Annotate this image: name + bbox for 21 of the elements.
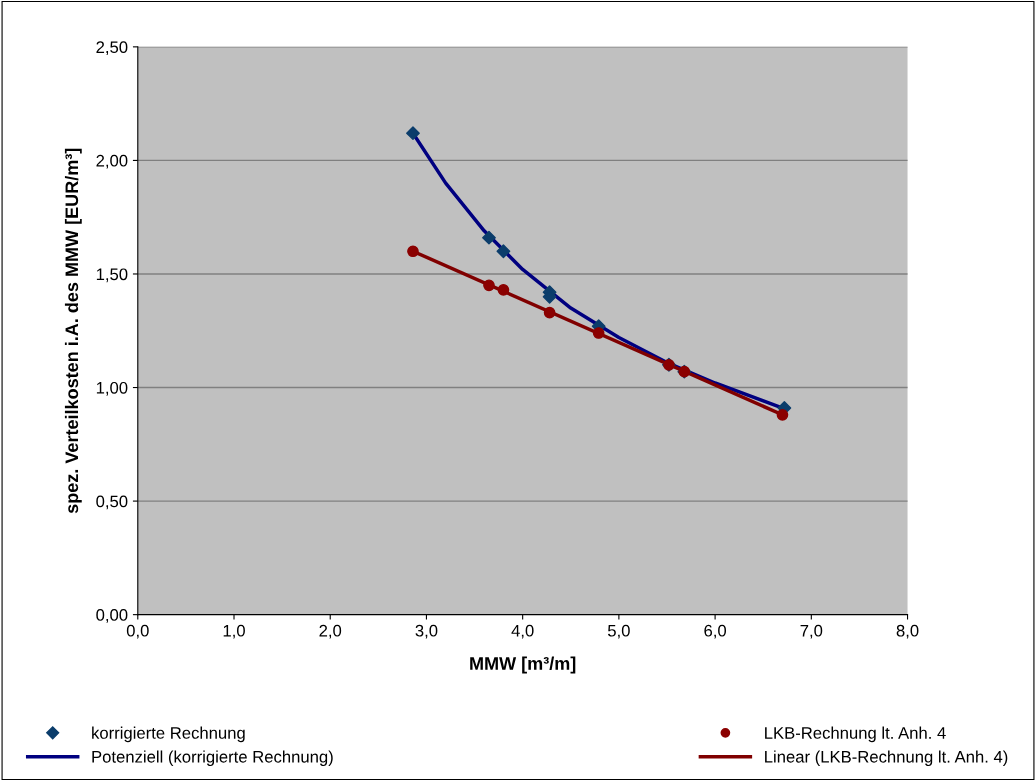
y-tick-label: 1,50 bbox=[96, 268, 128, 283]
x-tick-label: 2,0 bbox=[319, 624, 342, 639]
y-tick-label: 2,50 bbox=[96, 41, 128, 56]
legend-label: LKB-Rechnung lt. Anh. 4 bbox=[765, 726, 946, 743]
x-axis-title: MMW [m³/m] bbox=[470, 656, 576, 674]
x-tick-label: 6,0 bbox=[704, 624, 727, 639]
y-tick-label: 2,00 bbox=[96, 154, 128, 169]
y-tick-label: 0,50 bbox=[96, 495, 128, 510]
x-tick-label: 4,0 bbox=[511, 624, 534, 639]
x-tick-label: 5,0 bbox=[607, 624, 630, 639]
y-axis-title: spez. Verteilkosten i.A. des MMW [EUR/m³] bbox=[64, 148, 82, 514]
legend-label: korrigierte Rechnung bbox=[92, 726, 245, 743]
x-tick-label: 1,0 bbox=[223, 624, 245, 639]
x-tick-label: 7,0 bbox=[800, 624, 823, 639]
legend-label: Linear (LKB-Rechnung lt. Anh. 4) bbox=[765, 750, 1008, 766]
x-tick-label: 3,0 bbox=[415, 624, 438, 639]
x-tick-label: 8,0 bbox=[896, 624, 919, 639]
legend-label: Potenziell (korrigierte Rechnung) bbox=[92, 750, 333, 766]
y-tick-label: 0,00 bbox=[96, 609, 128, 623]
x-tick-label: 0,0 bbox=[126, 624, 149, 639]
y-tick-label: 1,00 bbox=[96, 381, 128, 396]
